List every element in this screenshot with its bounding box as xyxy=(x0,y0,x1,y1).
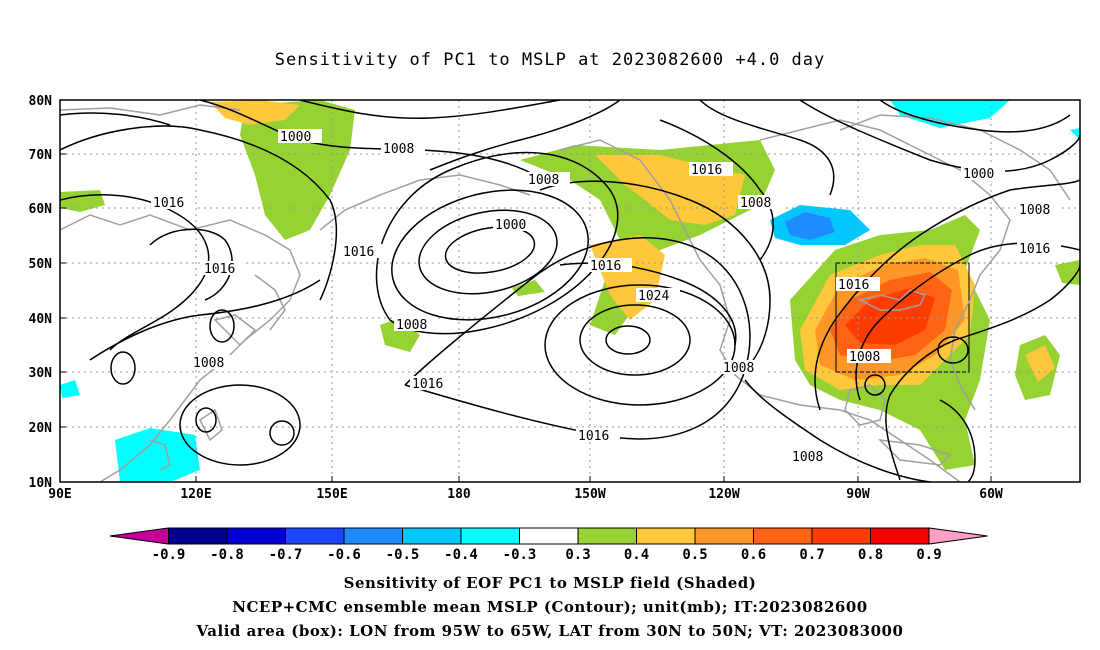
colorbar-label: -0.8 xyxy=(210,547,244,563)
lon-label: 90W xyxy=(846,487,870,502)
contour-label: 1008 xyxy=(528,173,559,188)
colorbar-label: -0.6 xyxy=(327,547,361,563)
colorbar-swatch xyxy=(343,527,403,545)
contour-label: 1016 xyxy=(204,262,235,277)
colorbar-label: 0.5 xyxy=(682,547,707,563)
lon-label: 150W xyxy=(574,487,605,502)
colorbar-boxes xyxy=(109,527,988,545)
colorbar-label: -0.3 xyxy=(503,547,537,563)
lat-label: 60N xyxy=(29,202,53,217)
contour-label: 1008 xyxy=(792,450,823,465)
contour-label: 1016 xyxy=(412,377,443,392)
lon-label: 90E xyxy=(48,487,71,502)
contour-label: 1016 xyxy=(578,429,609,444)
caption-line-1: Sensitivity of EOF PC1 to MSLP field (Sh… xyxy=(343,574,757,592)
mslp-contours xyxy=(60,100,1080,482)
colorbar-swatch xyxy=(870,527,930,545)
lon-label: 120E xyxy=(180,487,211,502)
contour-label: 1000 xyxy=(963,167,994,182)
colorbar-swatch xyxy=(636,527,696,545)
colorbar-swatch xyxy=(811,527,871,545)
contour-label: 1016 xyxy=(691,163,722,178)
colorbar-swatch xyxy=(519,527,579,545)
contour-label: 1016 xyxy=(1019,242,1050,257)
contour-label: 1008 xyxy=(193,356,224,371)
lon-labels: 90E 120E 150E 180 150W 120W 90W 60W xyxy=(48,487,1003,502)
colorbar-label: -0.7 xyxy=(269,547,303,563)
colorbar-swatch xyxy=(168,527,228,545)
chart-title: Sensitivity of PC1 to MSLP at 2023082600… xyxy=(274,50,826,70)
lon-label: 150E xyxy=(316,487,347,502)
contour-label: 1024 xyxy=(638,289,669,304)
contour-label: 1016 xyxy=(838,278,869,293)
lat-label: 50N xyxy=(29,257,53,272)
colorbar-label: -0.4 xyxy=(444,547,478,563)
axis-ticks xyxy=(60,99,992,482)
contour-labels: 1000 1008 1008 1016 1016 1016 1000 1008 … xyxy=(151,129,1061,465)
shade-yellow-region xyxy=(210,100,300,125)
colorbar-label: 0.6 xyxy=(741,547,766,563)
colorbar-triangle-right xyxy=(928,527,988,545)
contour-label: 1000 xyxy=(495,218,526,233)
shade-green-region xyxy=(1055,260,1080,285)
contour-label: 1016 xyxy=(343,245,374,260)
colorbar-label: 0.4 xyxy=(624,547,649,563)
colorbar-swatch xyxy=(402,527,462,545)
contour-label: 1016 xyxy=(153,196,184,211)
colorbar-label: 0.9 xyxy=(916,547,941,563)
shade-yellow-region xyxy=(1025,345,1055,382)
lat-label: 70N xyxy=(29,148,53,163)
shade-cyan-region xyxy=(115,428,200,482)
lon-label: 60W xyxy=(979,487,1003,502)
colorbar-swatch xyxy=(694,527,754,545)
caption-line-3: Valid area (box): LON from 95W to 65W, L… xyxy=(196,622,904,640)
colorbar-swatch xyxy=(285,527,345,545)
contour-label: 1008 xyxy=(740,196,771,211)
colorbar-swatch xyxy=(753,527,813,545)
colorbar-label: 0.7 xyxy=(799,547,824,563)
lat-label: 30N xyxy=(29,366,53,381)
caption-line-2: NCEP+CMC ensemble mean MSLP (Contour); u… xyxy=(232,598,868,616)
contour-label: 1008 xyxy=(723,361,754,376)
colorbar-triangle-left xyxy=(109,527,169,545)
shade-blue-region xyxy=(785,212,835,240)
shade-cyan-region xyxy=(890,100,1010,128)
map-frame xyxy=(59,99,1081,483)
colorbar-label: 0.3 xyxy=(565,547,590,563)
shade-green-region xyxy=(512,280,545,296)
colorbar-swatch xyxy=(460,527,520,545)
lon-label: 180 xyxy=(447,487,471,502)
colorbar-label: 0.8 xyxy=(858,547,883,563)
colorbar-swatch xyxy=(577,527,637,545)
lat-labels: 80N 70N 60N 50N 40N 30N 20N 10N xyxy=(29,94,53,491)
colorbar-swatch xyxy=(226,527,286,545)
shade-cyan-region xyxy=(1070,128,1080,140)
contour-label: 1008 xyxy=(849,350,880,365)
shade-green-region xyxy=(240,100,355,240)
colorbar-labels: -0.9 -0.8 -0.7 -0.6 -0.5 -0.4 -0.3 0.3 0.4 0.5 0.6… xyxy=(152,547,942,563)
lat-label: 80N xyxy=(29,94,53,109)
lat-label: 20N xyxy=(29,421,53,436)
contour-label: 1000 xyxy=(280,130,311,145)
colorbar-label: -0.5 xyxy=(386,547,420,563)
lat-label: 10N xyxy=(29,476,53,491)
shade-cyan-region xyxy=(60,380,80,398)
shade-red-region xyxy=(845,288,935,345)
lon-label: 120W xyxy=(708,487,739,502)
contour-label: 1008 xyxy=(1019,203,1050,218)
lat-label: 40N xyxy=(29,312,53,327)
contour-label: 1016 xyxy=(590,259,621,274)
colorbar-label: -0.9 xyxy=(152,547,186,563)
contour-label: 1008 xyxy=(383,142,414,157)
contour-label: 1008 xyxy=(396,318,427,333)
